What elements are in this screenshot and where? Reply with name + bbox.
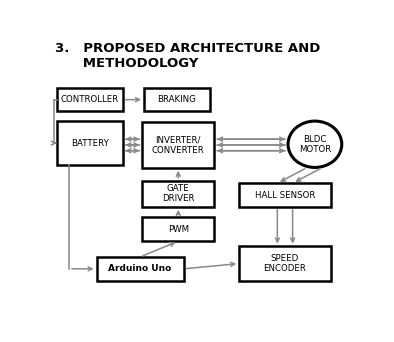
- FancyBboxPatch shape: [239, 183, 331, 207]
- FancyBboxPatch shape: [142, 122, 214, 168]
- FancyBboxPatch shape: [142, 218, 214, 241]
- FancyBboxPatch shape: [239, 247, 331, 281]
- Text: BLDC
MOTOR: BLDC MOTOR: [299, 134, 331, 154]
- FancyBboxPatch shape: [97, 257, 184, 281]
- FancyBboxPatch shape: [57, 121, 123, 165]
- Text: SPEED
ENCODER: SPEED ENCODER: [264, 254, 307, 273]
- Text: Arduino Uno: Arduino Uno: [108, 264, 172, 273]
- FancyBboxPatch shape: [144, 89, 210, 111]
- Text: GATE
DRIVER: GATE DRIVER: [162, 184, 195, 203]
- FancyBboxPatch shape: [142, 181, 214, 207]
- Text: INVERTER/
CONVERTER: INVERTER/ CONVERTER: [152, 135, 204, 155]
- Circle shape: [288, 121, 342, 168]
- Text: BRAKING: BRAKING: [157, 95, 196, 104]
- FancyBboxPatch shape: [57, 89, 123, 111]
- Text: CONTROLLER: CONTROLLER: [61, 95, 119, 104]
- Text: METHODOLOGY: METHODOLOGY: [55, 57, 199, 70]
- Text: PWM: PWM: [168, 225, 189, 234]
- Text: 3.   PROPOSED ARCHITECTURE AND: 3. PROPOSED ARCHITECTURE AND: [55, 42, 321, 55]
- Text: BATTERY: BATTERY: [71, 139, 109, 148]
- Text: HALL SENSOR: HALL SENSOR: [255, 190, 315, 200]
